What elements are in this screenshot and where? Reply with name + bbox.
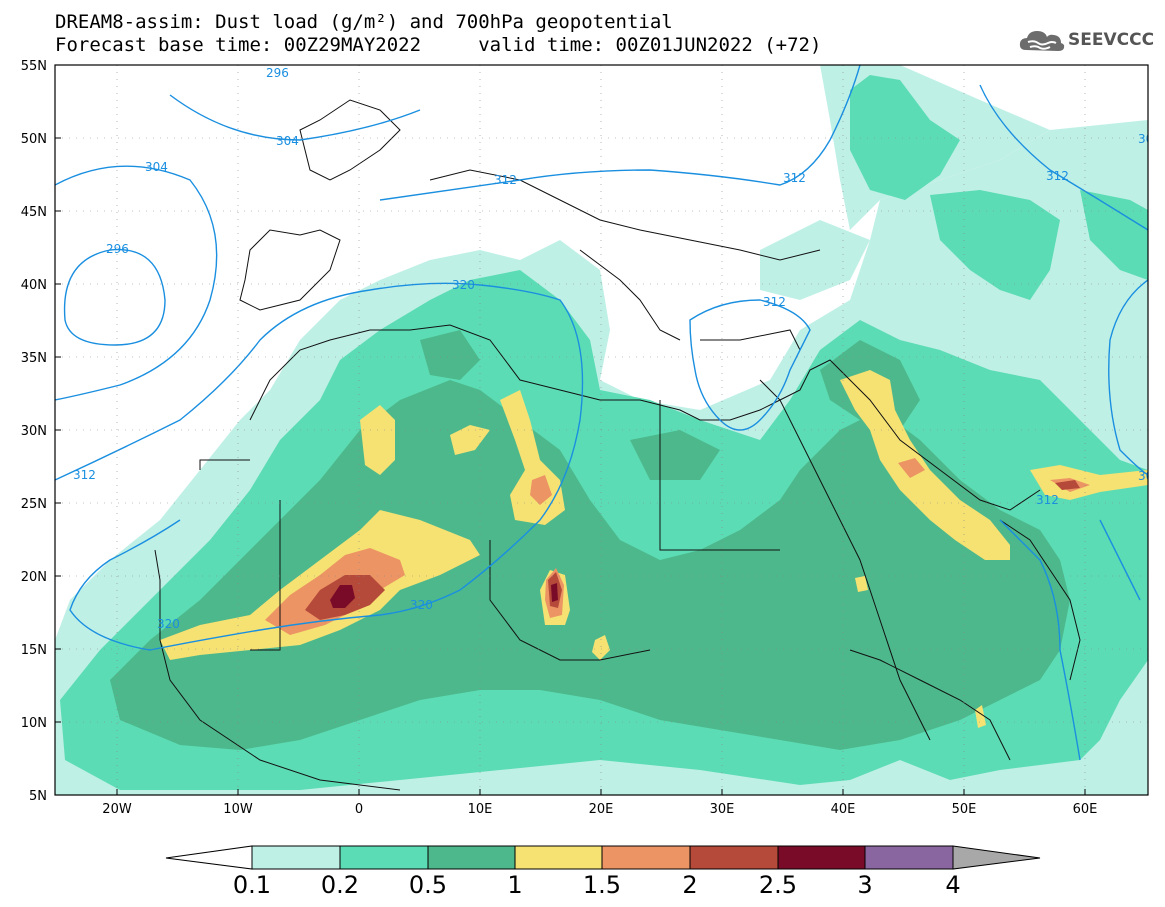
lat-label-25n: 25N [21,497,47,512]
lat-label-50n: 50N [21,132,47,147]
contour-label-296: 296 [106,242,129,256]
lat-label-40n: 40N [21,278,47,293]
lat-label-55n: 55N [21,59,47,74]
colorbar-bin-7 [777,845,866,870]
cloud-icon [1019,31,1065,51]
lon-label-40e: 40E [831,802,856,817]
colorbar-bin-2 [339,845,429,870]
lon-label-20e: 20E [589,802,614,817]
contour-label-320-med: 320 [452,278,475,292]
colorbar [165,845,1041,870]
lat-label-45n: 45N [21,205,47,220]
contour-label-3-edge: 30 [1138,469,1153,483]
axis-ticks [55,64,1086,796]
seevccc-logo: SEEVCCC [1018,28,1155,54]
colorbar-label-0.5: 0.5 [409,871,447,899]
lat-label-30n: 30N [21,424,47,439]
contour-label-320-sahel: 320 [410,598,433,612]
lon-label-50e: 50E [952,802,977,817]
contour-label-30-edge: 30 [1138,132,1153,146]
colorbar-arrow-low [165,845,253,870]
contour-label-312-west: 312 [73,468,96,482]
contour-label-312-caspian: 312 [1046,169,1069,183]
contour-label-312-med: 312 [763,295,786,309]
contour-label-320-west: 320 [157,617,180,631]
colorbar-bin-6 [689,845,779,870]
dust-level-2.5 [330,583,558,608]
lon-label-0: 0 [355,802,363,817]
lon-label-30e: 30E [710,802,735,817]
contour-label-312-europe: 312 [494,173,517,187]
map-title: DREAM8-assim: Dust load (g/m²) and 700hP… [55,11,673,33]
geopotential-contours [55,65,1148,761]
colorbar-label-1: 1 [507,871,522,899]
lat-label-20n: 20N [21,570,47,585]
contour-label-296-north: 296 [266,66,289,80]
gridlines [55,65,1148,795]
lon-label-60e: 60E [1073,802,1098,817]
colorbar-label-4: 4 [945,871,960,899]
colorbar-bin-4 [514,845,603,870]
colorbar-bin-5 [601,845,691,870]
lat-label-5n: 5N [29,789,47,804]
colorbar-bin-3 [427,845,516,870]
colorbar-label-1.5: 1.5 [583,871,621,899]
colorbar-bin-8 [864,845,954,870]
coastlines [154,99,1081,791]
colorbar-label-2.5: 2.5 [759,871,797,899]
contour-label-304-north: 304 [276,134,299,148]
logo-text: SEEVCCC [1068,30,1155,50]
lat-label-35n: 35N [21,351,47,366]
colorbar-label-0.1: 0.1 [233,871,271,899]
colorbar-label-0.2: 0.2 [321,871,359,899]
lat-label-10n: 10N [21,716,47,731]
contour-label-312-gulf: 312 [1036,493,1059,507]
colorbar-bin-1 [251,845,341,870]
colorbar-label-2: 2 [682,871,697,899]
lon-label-20w: 20W [102,802,132,817]
colorbar-arrow-high [952,845,1041,870]
lon-label-10e: 10E [468,802,493,817]
map-subtitle: Forecast base time: 00Z29MAY2022 valid t… [55,34,822,56]
lat-label-15n: 15N [21,643,47,658]
colorbar-label-3: 3 [857,871,872,899]
contour-label-304-west: 304 [145,160,168,174]
contour-label-312-blacksea: 312 [783,171,806,185]
lon-label-10w: 10W [223,802,253,817]
